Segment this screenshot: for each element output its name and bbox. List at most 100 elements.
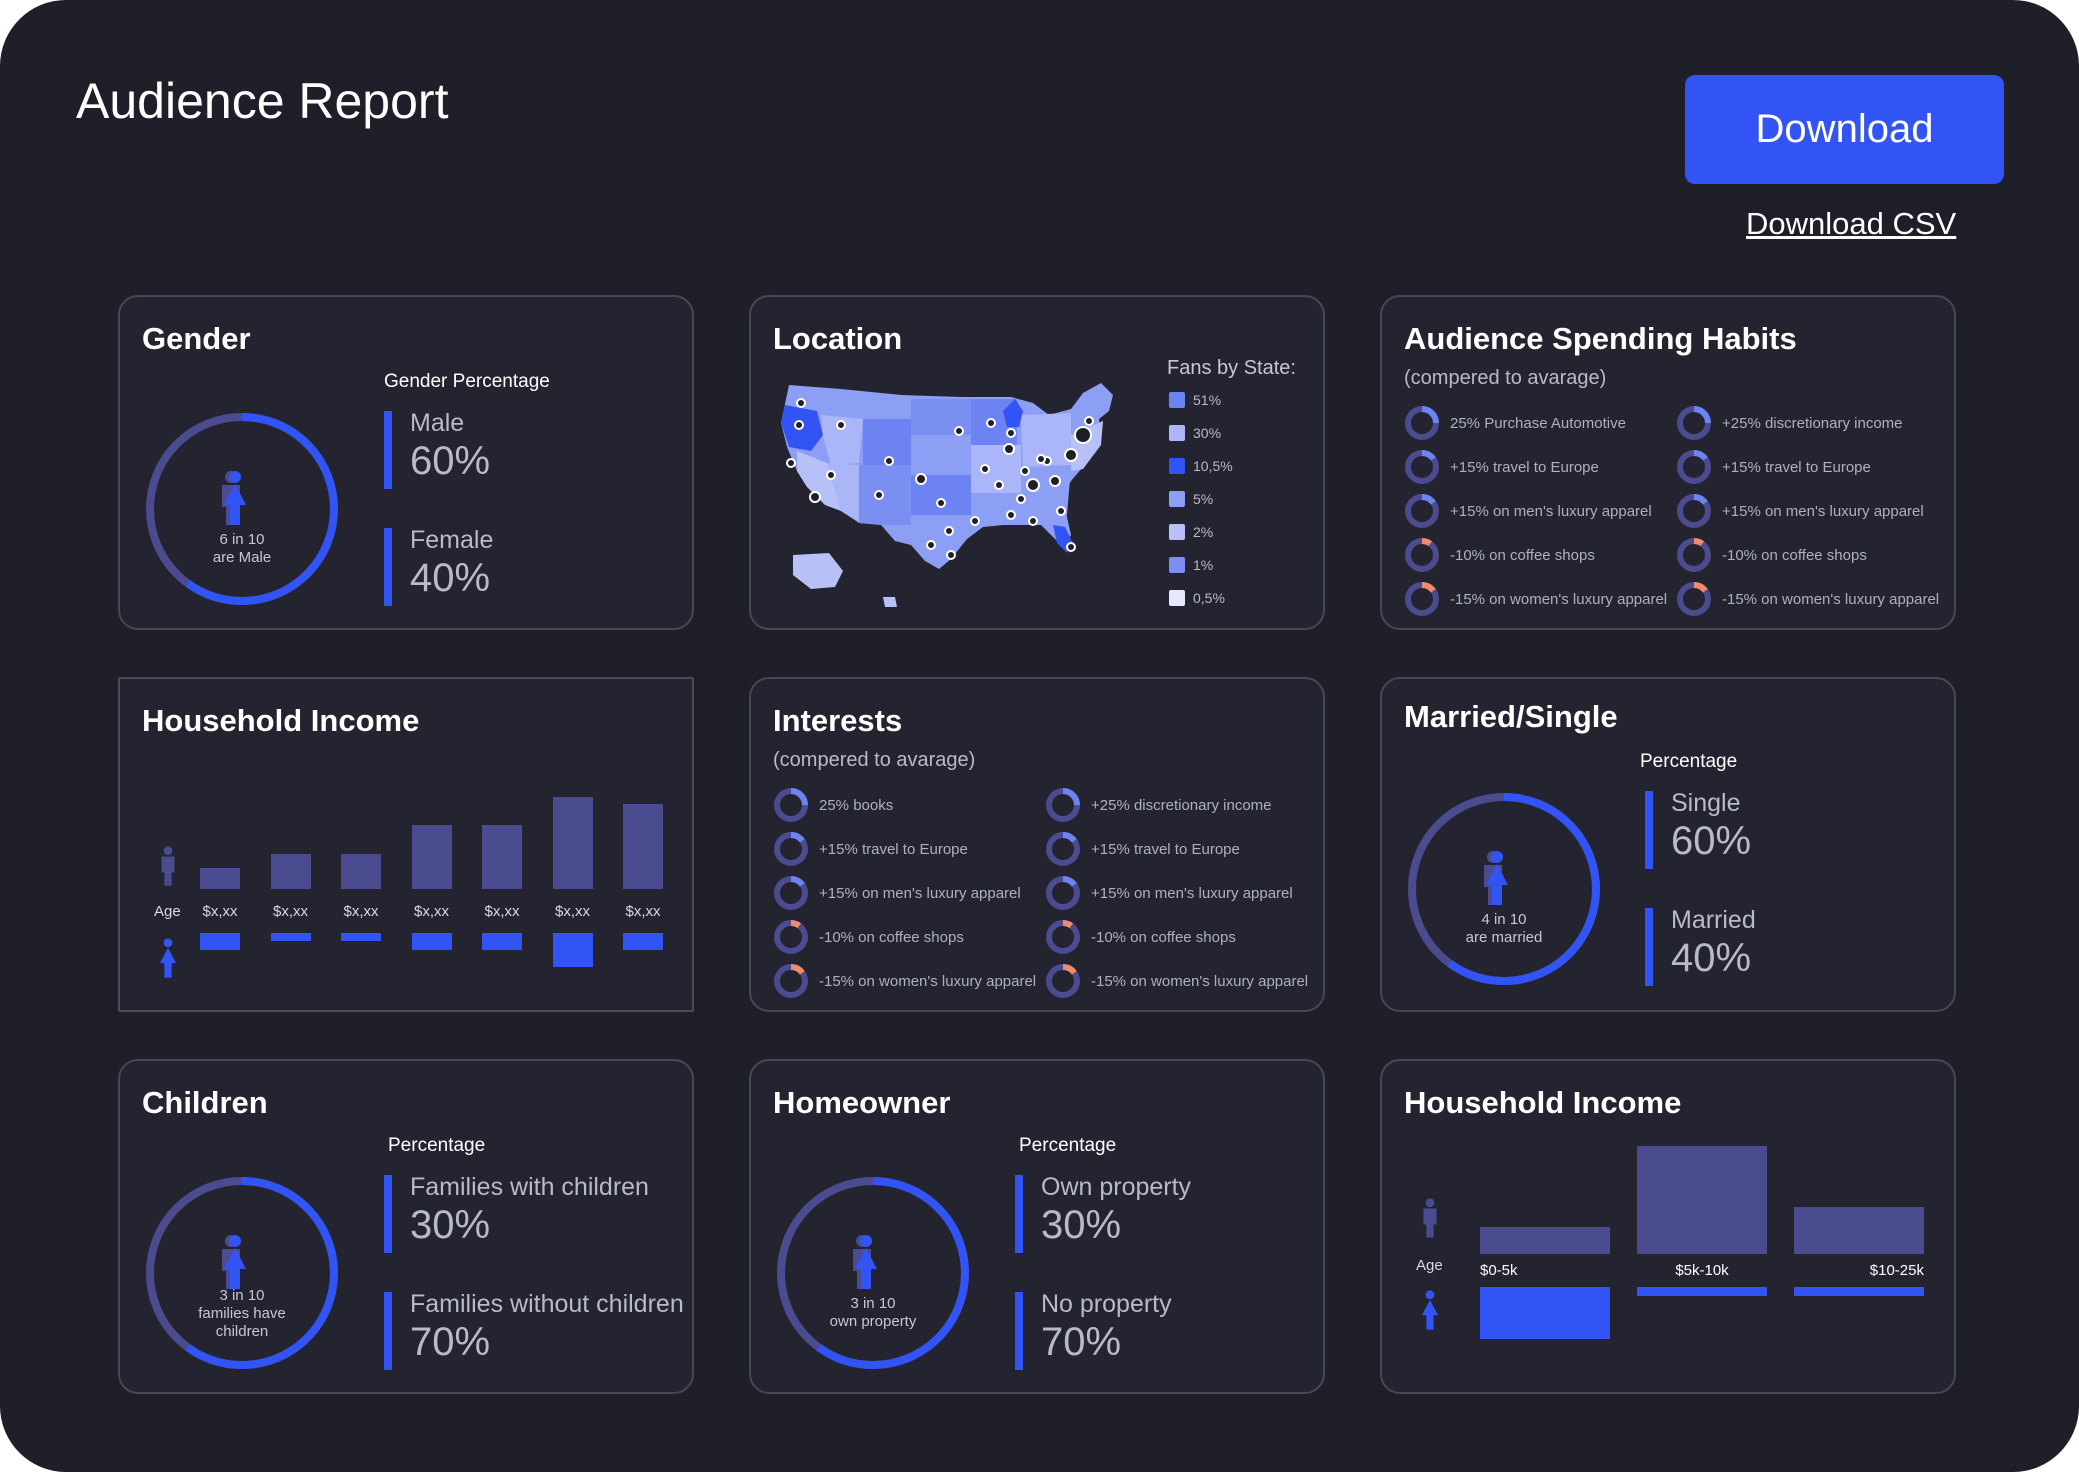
bar-upper [270,853,311,889]
stat-label: Single [1671,789,1741,817]
stat-with-children: Families with children 30% [384,1173,684,1253]
bar-upper [411,825,452,889]
list-item-label: -10% on coffee shops [819,928,964,946]
gender-card: Gender 6 in 10 are Male Gender Percentag… [118,295,694,630]
stat-bar [384,1175,392,1253]
married-single-card: Married/Single 4 in 10 are married Perce… [1380,677,1956,1012]
list-item: +15% travel to Europe [1676,449,1871,485]
tick-label: $0-5k [1480,1262,1518,1279]
list-item-label: +15% on men's luxury apparel [1450,502,1652,520]
list-item-label: 25% books [819,796,894,814]
ring-caption: 3 in 10 own property [829,1295,917,1330]
list-item-label: -15% on women's luxury apparel [819,972,1037,990]
card-title: Household Income [142,703,420,738]
legend-item: 30% [1169,422,1221,444]
tick-label: $x,xx [343,903,379,920]
legend-title: Fans by State: [1167,357,1296,379]
tick-label: $x,xx [202,903,238,920]
bar-upper [341,853,381,889]
bar-lower [270,933,311,942]
list-item: +15% on men's luxury apparel [1045,875,1293,911]
list-item: +15% travel to Europe [773,831,968,867]
list-item-label: +25% discretionary income [1722,414,1903,432]
list-item-label: -15% on women's luxury apparel [1091,972,1309,990]
ring-arc [146,413,338,605]
card-title: Children [142,1085,268,1120]
stat-label: Female [410,526,494,554]
stat-value: 70% [410,1320,491,1364]
female-icon [224,1235,246,1289]
download-button[interactable]: Download [1685,75,2004,184]
stat-value: 40% [1671,936,1752,980]
list-item-label: -10% on coffee shops [1722,546,1867,564]
bar-lower [411,933,452,950]
list-item: +15% travel to Europe [1045,831,1240,867]
list-item: +15% on men's luxury apparel [1676,493,1924,529]
stat-bar [384,411,392,489]
ring-chart [1408,793,1600,985]
ring-arc [777,1177,969,1369]
stat-bar [384,1292,392,1370]
legend-label: 10,5% [1193,458,1233,474]
female-icon [1422,1290,1438,1330]
stat-value: 70% [1041,1320,1122,1364]
bar-upper [200,867,240,889]
list-item: -15% on women's luxury apparel [1404,581,1667,617]
list-item-label: +25% discretionary income [1091,796,1272,814]
download-csv-link[interactable]: Download CSV [1746,206,1957,241]
bar-lower [1637,1287,1767,1297]
list-item: -15% on women's luxury apparel [1676,581,1939,617]
bar-lower [482,933,522,950]
stat-male: Male 60% [384,409,684,489]
list-item: -10% on coffee shops [1676,537,1867,573]
ring-chart [146,1177,338,1369]
legend-swatch [1169,491,1185,507]
list-item-label: +15% travel to Europe [819,840,968,858]
stat-bar [1015,1175,1023,1253]
stat-label: No property [1041,1290,1172,1318]
legend-label: 0,5% [1193,590,1225,606]
stat-own-property: Own property 30% [1015,1173,1315,1253]
bar-lower [1794,1287,1924,1297]
bar-upper [482,825,522,889]
legend-label: 30% [1193,425,1222,441]
legend-swatch [1169,590,1185,606]
donut-icon [1405,406,1439,440]
stat-without-children: Families without children 70% [384,1290,684,1370]
card-subtitle: (compered to avarage) [773,749,976,771]
spending-habits-card: Audience Spending Habits (compered to av… [1380,295,1956,630]
ring-arc [1408,793,1600,985]
list-item: 25% books [773,787,893,823]
list-item: -10% on coffee shops [1045,919,1236,955]
list-item-label: +15% on men's luxury apparel [1722,502,1924,520]
female-icon [1486,851,1508,905]
tick-label: $10-25k [1869,1262,1924,1279]
stat-no-property: No property 70% [1015,1290,1315,1370]
list-item-label: -15% on women's luxury apparel [1450,590,1668,608]
card-title: Audience Spending Habits [1404,321,1797,356]
stat-label: Married [1671,906,1756,934]
stat-value: 60% [410,439,491,483]
list-item: -10% on coffee shops [1404,537,1595,573]
stat-value: 30% [1041,1203,1122,1247]
age-label: Age [154,903,181,920]
page-title: Audience Report [76,73,449,129]
legend-label: 1% [1193,557,1214,573]
tick-label: $x,xx [625,903,661,920]
ring-caption: 6 in 10 are Male [212,531,272,566]
tick-label: $x,xx [413,903,449,920]
donut-icon [1677,406,1711,440]
bar-lower [341,933,381,942]
us-map [781,383,1113,607]
bar-lower [552,933,593,967]
donut-icon [1677,450,1711,484]
bar-lower [200,933,240,950]
legend-swatch [1169,557,1185,573]
female-icon [160,938,176,978]
donut-icon [1046,788,1080,822]
list-item-label: 25% Purchase Automotive [1450,414,1626,432]
stat-value: 40% [410,556,491,600]
bar-upper [1794,1206,1924,1254]
age-label: Age [1416,1257,1443,1274]
stat-bar [1645,908,1653,986]
